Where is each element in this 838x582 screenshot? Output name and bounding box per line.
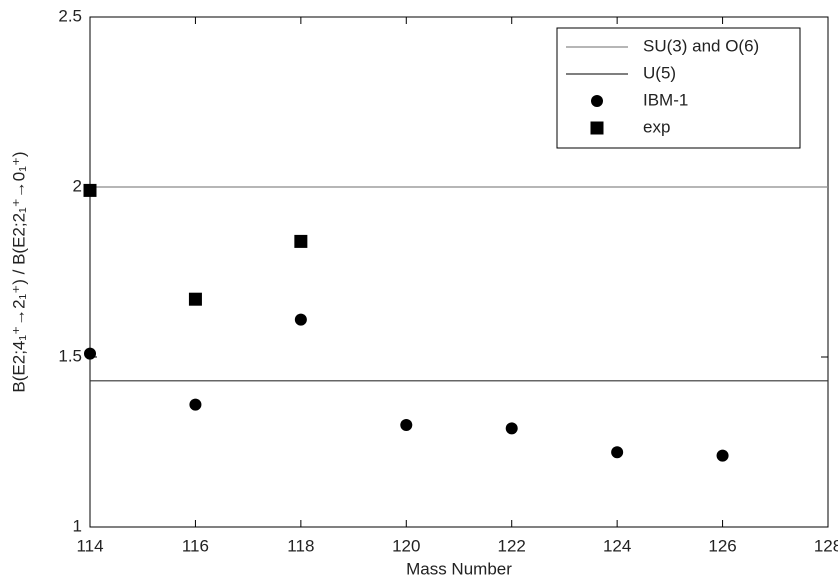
x-tick-label: 114 (76, 536, 103, 555)
data-point (611, 446, 624, 459)
y-tick-label: 1 (73, 516, 82, 535)
x-tick-label: 120 (392, 536, 420, 555)
legend-label: exp (643, 117, 670, 136)
x-tick-label: 122 (498, 536, 526, 555)
x-axis-title: Mass Number (406, 559, 512, 578)
plot-frame (89, 16, 829, 528)
data-point (716, 449, 729, 462)
data-point (400, 419, 413, 431)
x-tick-label: 126 (708, 536, 736, 555)
data-point (83, 183, 97, 197)
legend-label: IBM-1 (643, 90, 688, 109)
data-point (294, 234, 308, 248)
legend-swatch (590, 121, 604, 135)
data-point (84, 347, 96, 360)
x-tick-label: 116 (182, 536, 209, 555)
y-tick-label: 1.5 (58, 346, 82, 365)
data-point (505, 422, 518, 435)
y-axis-title: B(E2;4₁⁺→2₁⁺) / B(E2;2₁⁺→0₁⁺) (9, 151, 28, 392)
legend-label: U(5) (643, 63, 676, 82)
legend-swatch (591, 95, 603, 107)
data-point (294, 313, 307, 326)
x-tick-label: 118 (287, 536, 314, 555)
y-tick-label: 2.5 (58, 6, 82, 25)
legend-label: SU(3) and O(6) (643, 36, 759, 55)
x-tick-label: 124 (603, 536, 631, 555)
data-point (188, 292, 202, 306)
y-tick-label: 2 (73, 176, 82, 195)
x-tick-label: 128 (814, 536, 838, 555)
data-point (189, 398, 202, 411)
